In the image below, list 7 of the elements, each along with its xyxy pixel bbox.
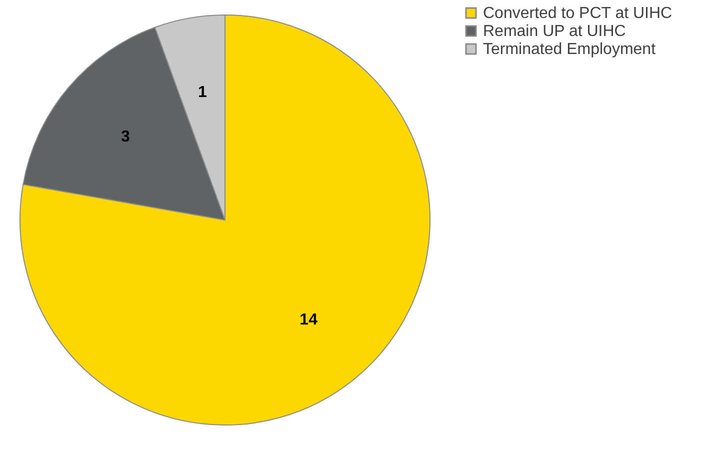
data-label: 1 [198,84,207,101]
legend-label: Remain UP at UIHC [483,23,626,40]
data-label: 14 [300,312,318,329]
legend-label: Converted to PCT at UIHC [483,5,672,22]
data-label: 3 [120,128,130,146]
legend-label: Terminated Employment [483,41,656,58]
pie-slice [20,14,430,426]
